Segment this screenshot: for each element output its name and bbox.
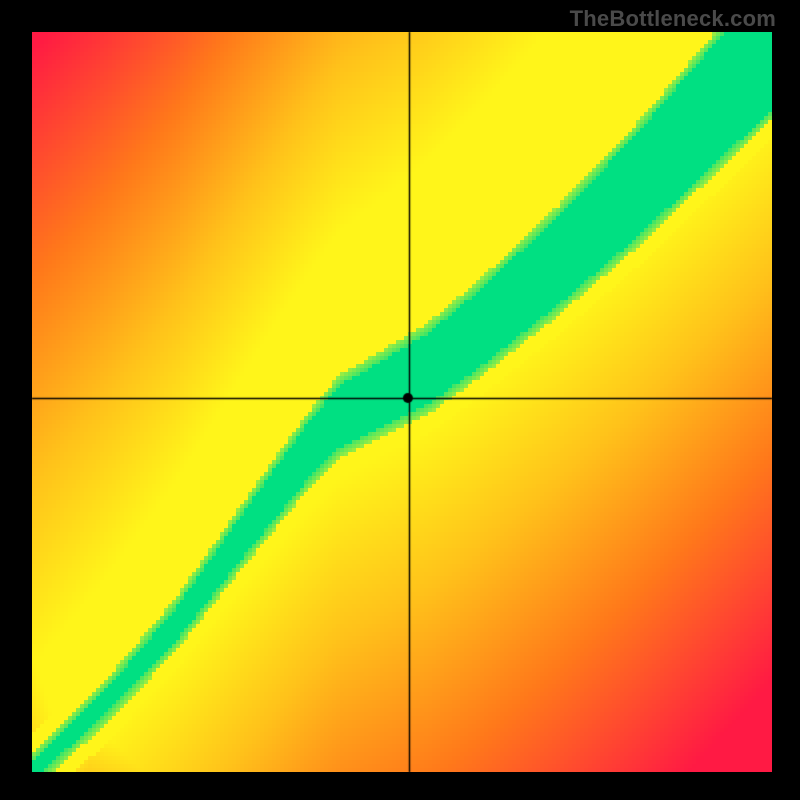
chart-container: { "watermark": "TheBottleneck.com", "wat… — [0, 0, 800, 800]
crosshair-overlay — [0, 0, 800, 800]
watermark-text: TheBottleneck.com — [570, 6, 776, 32]
